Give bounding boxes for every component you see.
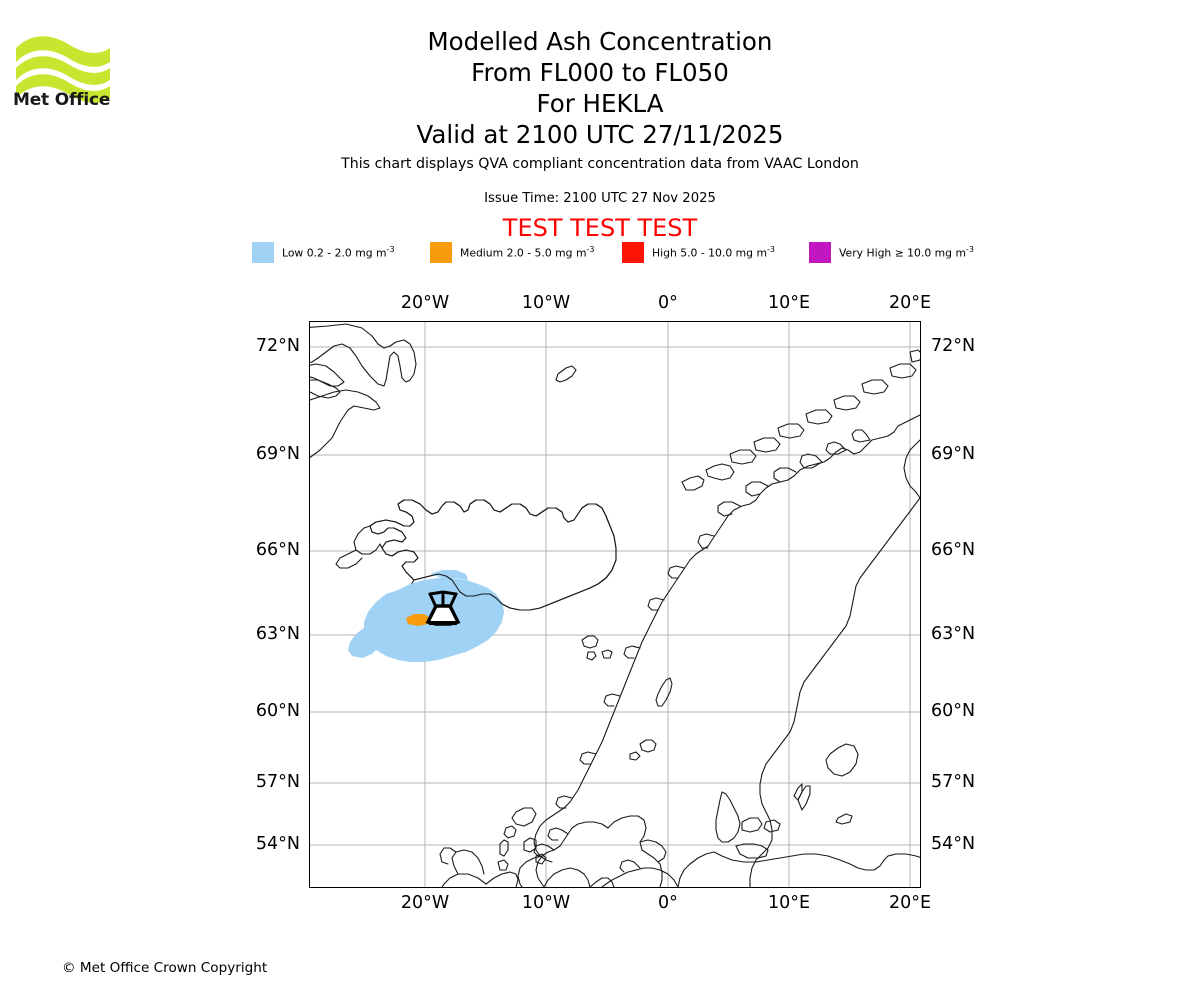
legend-swatch-0 bbox=[252, 241, 274, 263]
legend-entry-3: Very High ≥ 10.0 mg m-3 bbox=[809, 241, 974, 263]
lat-label-right-2: 66°N bbox=[931, 540, 976, 560]
lat-label-left-2: 66°N bbox=[255, 540, 300, 560]
lat-label-left-3: 63°N bbox=[255, 624, 300, 644]
lon-label-top-3: 10°E bbox=[767, 293, 811, 313]
title-line-1: Modelled Ash Concentration bbox=[427, 27, 773, 56]
legend-label-0: Low 0.2 - 2.0 mg m-3 bbox=[282, 244, 395, 260]
lon-label-bottom-1: 10°W bbox=[521, 893, 571, 913]
lat-label-right-6: 54°N bbox=[931, 834, 976, 854]
legend-swatch-3 bbox=[809, 241, 831, 263]
volcano-marker-icon bbox=[425, 590, 461, 626]
title-line-3: For HEKLA bbox=[536, 89, 664, 118]
lon-label-top-2: 0° bbox=[658, 293, 678, 313]
lat-label-left-4: 60°N bbox=[255, 701, 300, 721]
title-line-2: From FL000 to FL050 bbox=[471, 58, 729, 87]
issue-time: Issue Time: 2100 UTC 27 Nov 2025 bbox=[484, 191, 716, 206]
lat-label-left-6: 54°N bbox=[255, 834, 300, 854]
legend-swatch-2 bbox=[622, 241, 644, 263]
met-office-logo bbox=[14, 26, 124, 116]
met-office-wordmark: Met Office bbox=[13, 90, 111, 110]
legend-entry-1: Medium 2.0 - 5.0 mg m-3 bbox=[430, 241, 594, 263]
title-line-4: Valid at 2100 UTC 27/11/2025 bbox=[416, 120, 784, 149]
lon-label-bottom-2: 0° bbox=[658, 893, 678, 913]
lon-label-top-4: 20°E bbox=[888, 293, 932, 313]
legend-label-1: Medium 2.0 - 5.0 mg m-3 bbox=[460, 244, 595, 260]
legend-entry-2: High 5.0 - 10.0 mg m-3 bbox=[622, 241, 775, 263]
lat-label-left-0: 72°N bbox=[255, 336, 300, 356]
coastlines bbox=[310, 323, 920, 887]
test-banner: TEST TEST TEST bbox=[502, 214, 698, 242]
lat-label-right-3: 63°N bbox=[931, 624, 976, 644]
lat-label-right-5: 57°N bbox=[931, 772, 976, 792]
lon-label-bottom-0: 20°W bbox=[400, 893, 450, 913]
map-plot-area[interactable] bbox=[309, 321, 921, 888]
lon-label-top-0: 20°W bbox=[400, 293, 450, 313]
chart-note: This chart displays QVA compliant concen… bbox=[341, 156, 859, 172]
copyright-notice: © Met Office Crown Copyright bbox=[62, 960, 268, 976]
lat-label-right-1: 69°N bbox=[931, 444, 976, 464]
lon-label-bottom-4: 20°E bbox=[888, 893, 932, 913]
legend-label-3: Very High ≥ 10.0 mg m-3 bbox=[839, 244, 974, 260]
lon-label-top-1: 10°W bbox=[521, 293, 571, 313]
lat-label-left-5: 57°N bbox=[255, 772, 300, 792]
legend-swatch-1 bbox=[430, 241, 452, 263]
lat-label-left-1: 69°N bbox=[255, 444, 300, 464]
legend-label-2: High 5.0 - 10.0 mg m-3 bbox=[652, 244, 775, 260]
concentration-legend: Low 0.2 - 2.0 mg m-3 Medium 2.0 - 5.0 mg … bbox=[252, 241, 992, 263]
legend-entry-0: Low 0.2 - 2.0 mg m-3 bbox=[252, 241, 395, 263]
page-title: Modelled Ash Concentration From FL000 to… bbox=[0, 26, 1200, 150]
lon-label-bottom-3: 10°E bbox=[767, 893, 811, 913]
lat-label-right-4: 60°N bbox=[931, 701, 976, 721]
lat-label-right-0: 72°N bbox=[931, 336, 976, 356]
